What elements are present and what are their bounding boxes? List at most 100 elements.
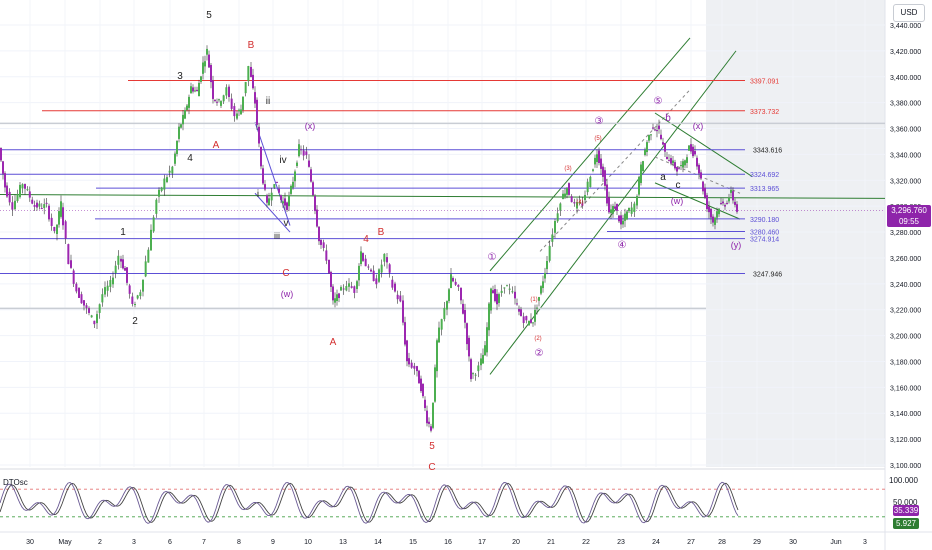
oscillator-name: DTOsc bbox=[3, 478, 28, 487]
candle-body bbox=[686, 157, 688, 163]
candle-body bbox=[546, 260, 548, 270]
candle-body bbox=[60, 201, 62, 217]
candle-body bbox=[78, 288, 80, 298]
candle-body bbox=[320, 239, 322, 245]
candle-body bbox=[386, 257, 388, 263]
candle-body bbox=[101, 294, 104, 303]
candle-body bbox=[109, 280, 112, 287]
candle-body bbox=[139, 292, 142, 297]
candle-body bbox=[656, 130, 658, 132]
price-level-label: 3373.732 bbox=[750, 109, 779, 116]
candle-body bbox=[378, 269, 380, 282]
candle-body bbox=[338, 293, 340, 299]
price-tick-label: 3,340.000 bbox=[890, 152, 921, 159]
candle-body bbox=[300, 149, 302, 151]
candle-body bbox=[332, 286, 334, 301]
candle-body bbox=[212, 80, 214, 99]
candle-body bbox=[468, 337, 470, 357]
wave-label: 4 bbox=[363, 234, 369, 245]
time-tick-label: 21 bbox=[547, 539, 555, 546]
candle-body bbox=[180, 124, 182, 128]
candle-body bbox=[67, 244, 70, 265]
candle-body bbox=[606, 184, 608, 204]
candle-body bbox=[28, 191, 31, 198]
candle-body bbox=[364, 258, 367, 267]
candle-body bbox=[158, 189, 160, 197]
candle-body bbox=[640, 164, 642, 183]
candle-body bbox=[85, 305, 88, 308]
candle-body bbox=[38, 203, 41, 207]
candle-body bbox=[122, 259, 124, 269]
candle-body bbox=[375, 278, 378, 285]
candle-body bbox=[214, 99, 216, 101]
time-tick-label: 23 bbox=[617, 539, 625, 546]
candle-body bbox=[163, 178, 166, 190]
wave-label: (3) bbox=[564, 166, 571, 172]
candle-body bbox=[256, 99, 258, 125]
candle-body bbox=[268, 198, 270, 206]
candle-body bbox=[11, 202, 14, 210]
price-tick-label: 3,400.000 bbox=[890, 75, 921, 82]
time-tick-label: 30 bbox=[26, 539, 34, 546]
time-tick-label: 13 bbox=[339, 539, 347, 546]
oscillator-title[interactable]: DTOsc bbox=[3, 478, 28, 487]
candle-body bbox=[336, 294, 338, 302]
candle-body bbox=[93, 320, 96, 325]
candle-body bbox=[24, 184, 26, 189]
candle-body bbox=[16, 194, 19, 201]
candle-body bbox=[452, 277, 454, 282]
candle-body bbox=[652, 127, 654, 129]
candle-body bbox=[342, 288, 345, 290]
wave-label: c bbox=[676, 180, 681, 191]
candle-body bbox=[506, 285, 508, 287]
price-tick-label: 3,140.000 bbox=[890, 411, 921, 418]
price-tick-label: 3,380.000 bbox=[890, 101, 921, 108]
candle-body bbox=[2, 161, 4, 174]
wave-label: a bbox=[660, 172, 666, 183]
candle-body bbox=[578, 201, 581, 204]
candle-body bbox=[131, 296, 134, 304]
candle-body bbox=[242, 96, 244, 110]
candle-body bbox=[420, 378, 422, 392]
candle-body bbox=[484, 345, 486, 356]
candle-body bbox=[548, 245, 551, 261]
candle-body bbox=[240, 109, 242, 115]
candle-body bbox=[202, 62, 204, 74]
candle-body bbox=[290, 185, 292, 194]
wave-label: ii bbox=[266, 96, 270, 107]
candle-body bbox=[616, 203, 618, 211]
current-price-tag: 3,296.760 09:55 bbox=[887, 205, 931, 227]
osc-main-line bbox=[0, 481, 739, 524]
time-tick-label: 30 bbox=[789, 539, 797, 546]
candle-body bbox=[408, 358, 410, 365]
candle-body bbox=[728, 197, 730, 202]
candle-body bbox=[182, 114, 184, 125]
candle-body bbox=[273, 184, 276, 188]
wave-label: 2 bbox=[132, 316, 138, 327]
time-axis[interactable]: 30 May 2 3 6 7 8 9 10 13 14 15 16 17 20 21 22 23 24 27 28 29 3… bbox=[26, 539, 867, 546]
candle-body bbox=[426, 410, 428, 424]
candle-body bbox=[646, 142, 648, 153]
wave-label: 5 bbox=[429, 441, 435, 452]
candle-body bbox=[210, 64, 212, 83]
wave-label: B bbox=[378, 227, 385, 238]
time-tick-label: 6 bbox=[168, 539, 172, 546]
current-price-value: 3,296.760 bbox=[891, 206, 927, 215]
candle-body bbox=[284, 198, 286, 206]
wave-label: A bbox=[330, 337, 337, 348]
candle-body bbox=[622, 220, 624, 225]
candle-body bbox=[316, 209, 318, 227]
time-tick-label: May bbox=[58, 539, 72, 546]
candle-body bbox=[383, 253, 386, 262]
currency-badge[interactable]: USD bbox=[893, 4, 925, 22]
candle-body bbox=[618, 215, 620, 222]
candle-body bbox=[700, 172, 702, 179]
candle-body bbox=[124, 268, 126, 271]
candle-body bbox=[200, 76, 202, 82]
wave-label: (x) bbox=[305, 121, 316, 131]
time-tick-label: 24 bbox=[652, 539, 660, 546]
candle-body bbox=[312, 182, 314, 196]
time-tick-label: Jun bbox=[830, 539, 841, 546]
